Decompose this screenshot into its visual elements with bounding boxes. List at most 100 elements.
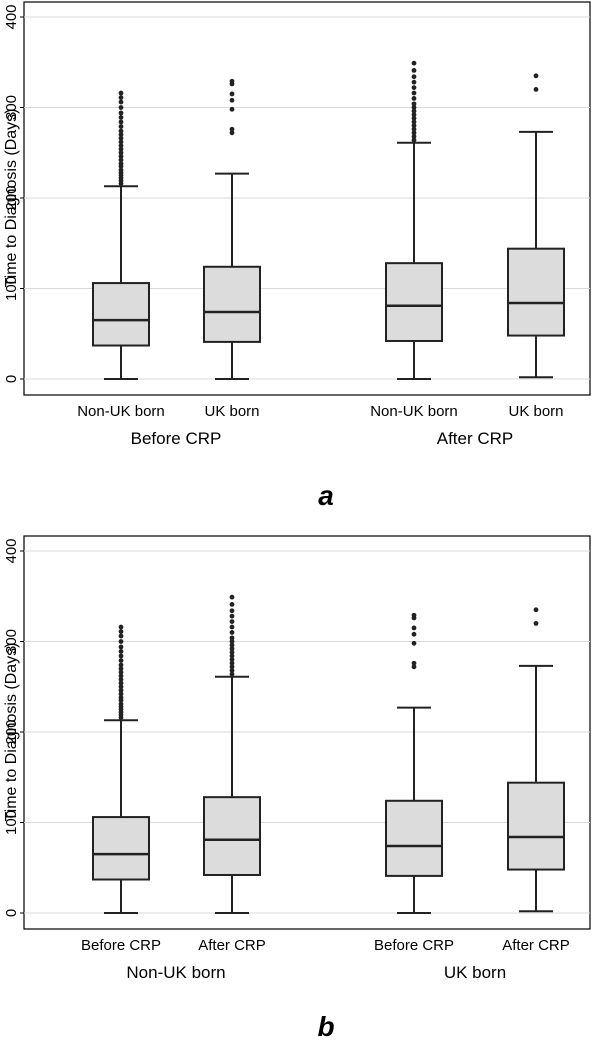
panel-b-box-2-outlier-13	[229, 624, 235, 630]
panel-b-box-2-outlier-1	[229, 671, 235, 677]
panel-b-box-4	[507, 607, 565, 913]
panel-b-y-tick-label-2: 100	[3, 810, 20, 835]
panel-a-x-tick-label-1: Non-UK born	[77, 403, 165, 420]
panel-b-box-2-outlier-18	[229, 594, 235, 600]
panel-a-y-tick-label-4: 300	[3, 95, 20, 120]
panel-b-box-3-outlier-2	[411, 660, 417, 666]
panel-b-box-1-outlier-19	[118, 653, 124, 659]
panel-a-box-1-outlier-12	[118, 146, 124, 152]
panel-a-box-3-outlier-8	[411, 112, 417, 118]
panel-a: 0 100 200 300 400 Time to Diagnosis (Days) N…	[3, 1, 591, 511]
panel-b-box-1-outlier-13	[118, 677, 124, 682]
panel-b-group-label-2: UK born	[444, 963, 506, 982]
panel-a-box-1-outlier-14	[118, 139, 124, 145]
panel-a-box-3-outlier-16	[411, 74, 417, 80]
panel-a-box-1-outlier-16	[118, 132, 124, 138]
panel-b-box-2-outlier-14	[229, 619, 235, 624]
panel-a-box-3-outlier-4	[411, 126, 417, 132]
panel-b-box-2-outlier-3	[229, 664, 235, 670]
panel-a-box-3-outlier-15	[411, 79, 417, 85]
panel-b-box-3	[385, 612, 443, 914]
panel-a-box-3-iqr-box	[385, 262, 443, 342]
panel-a-y-axis-title: Time to Diagnosis (Days)	[3, 108, 20, 287]
panel-b-box-4-outlier-1	[533, 621, 539, 626]
panel-a-box-1-iqr-box	[92, 282, 150, 347]
panel-a-label: a	[318, 480, 334, 511]
panel-a-box-1-outlier-15	[118, 135, 124, 141]
panel-a-box-3-outlier-17	[411, 67, 417, 73]
panel-a-box-1	[92, 90, 150, 380]
panel-b-box-1-outlier-25	[118, 624, 124, 630]
panel-b-box-3-outlier-5	[411, 625, 417, 631]
panel-a-box-1-outlier-10	[118, 153, 124, 159]
panel-a-box-1-outlier-23	[118, 99, 124, 105]
panel-a-box-3-outlier-6	[411, 119, 417, 125]
panel-b-box-2-outlier-9	[229, 642, 235, 648]
panel-a-box-2-outlier-1	[229, 130, 235, 136]
panel-a-group-label-2: After CRP	[437, 429, 514, 448]
panel-b-box-2-outlier-12	[229, 630, 235, 635]
panel-b-box-2-outlier-6	[229, 653, 235, 659]
panel-b-y-tick-label-5: 400	[3, 538, 20, 563]
panel-b-box-1-outlier-10	[118, 687, 124, 693]
panel-a-box-1-outlier-13	[118, 143, 124, 148]
panel-b-box-2	[203, 594, 261, 914]
panel-b-box-1-outlier-12	[118, 680, 124, 686]
panel-a-box-1-outlier-20	[118, 115, 124, 120]
panel-b-plot-area	[92, 594, 565, 914]
panel-b-box-2-outlier-15	[229, 613, 235, 619]
panel-a-box-2-iqr-box	[203, 265, 261, 343]
panel-b-box-3-outlier-7	[411, 612, 417, 618]
panel-a-box-3-outlier-9	[411, 108, 417, 114]
panel-a-box-1-outlier-9	[118, 157, 124, 163]
panel-b-box-1-outlier-6	[118, 701, 124, 707]
panel-a-box-3	[385, 60, 443, 380]
panel-a-box-3-outlier-13	[411, 90, 417, 96]
panel-a-x-tick-label-2: UK born	[204, 403, 259, 420]
panel-b-x-tick-label-3: Before CRP	[374, 937, 454, 954]
panel-a-x-tick-label-4: UK born	[508, 403, 563, 420]
panel-b-box-3-outlier-4	[411, 631, 417, 637]
panel-b-box-1-outlier-23	[118, 633, 124, 639]
panel-b-box-2-outlier-8	[229, 646, 235, 652]
panel-a-box-3-outlier-7	[411, 115, 417, 121]
panel-b-box-1-outlier-15	[118, 669, 124, 675]
panel-b-box-1-outlier-21	[118, 644, 124, 650]
panel-a-x-tick-label-3: Non-UK born	[370, 403, 458, 420]
panel-b-box-2-outlier-4	[229, 660, 235, 666]
panel-b-box-3-outlier-3	[411, 640, 417, 646]
panel-a-group-label-1: Before CRP	[131, 429, 222, 448]
panel-a-box-1-outlier-11	[118, 150, 124, 156]
panel-b-box-1-outlier-17	[118, 662, 124, 668]
panel-a-box-3-outlier-10	[411, 105, 417, 110]
panel-a-box-3-outlier-3	[411, 130, 417, 136]
panel-a-box-1-outlier-24	[118, 95, 124, 100]
panel-a-y-tick-label-5: 400	[3, 4, 20, 29]
panel-b-x-tick-label-1: Before CRP	[81, 937, 161, 954]
panel-b-y-tick-label-4: 300	[3, 629, 20, 654]
panel-b-box-2-iqr-box	[203, 796, 261, 876]
panel-b-y-axis: 0 100 200 300 400	[3, 538, 24, 917]
panel-b-box-1-outlier-14	[118, 673, 124, 679]
panel-b-box-2-outlier-11	[229, 635, 235, 641]
panel-b-box-1-outlier-18	[118, 658, 124, 663]
panel-a-box-2-outlier-7	[229, 78, 235, 84]
panel-b-group-label-1: Non-UK born	[126, 963, 225, 982]
panel-b-box-1-outlier-11	[118, 684, 124, 690]
panel-a-y-tick-label-1: 0	[3, 375, 20, 383]
panel-a-box-1-outlier-8	[118, 161, 124, 167]
panel-a-box-2-outlier-5	[229, 91, 235, 97]
panel-b-box-2-outlier-5	[229, 657, 235, 662]
panel-a-box-2-outlier-2	[229, 126, 235, 132]
panel-b-y-tick-label-3: 200	[3, 719, 20, 744]
panel-a-box-3-outlier-12	[411, 96, 417, 101]
panel-b-y-axis-title: Time to Diagnosis (Days)	[3, 642, 20, 821]
panel-a-box-1-outlier-19	[118, 119, 124, 125]
panel-b-box-3-iqr-box	[385, 799, 443, 877]
panel-a-box-1-outlier-18	[118, 124, 124, 129]
panel-a-box-4-outlier-1	[533, 87, 539, 92]
panel-b-box-2-outlier-17	[229, 601, 235, 607]
panel-b-box-2-outlier-7	[229, 649, 235, 655]
panel-b-box-2-outlier-10	[229, 639, 235, 644]
panel-a-box-1-outlier-25	[118, 90, 124, 96]
